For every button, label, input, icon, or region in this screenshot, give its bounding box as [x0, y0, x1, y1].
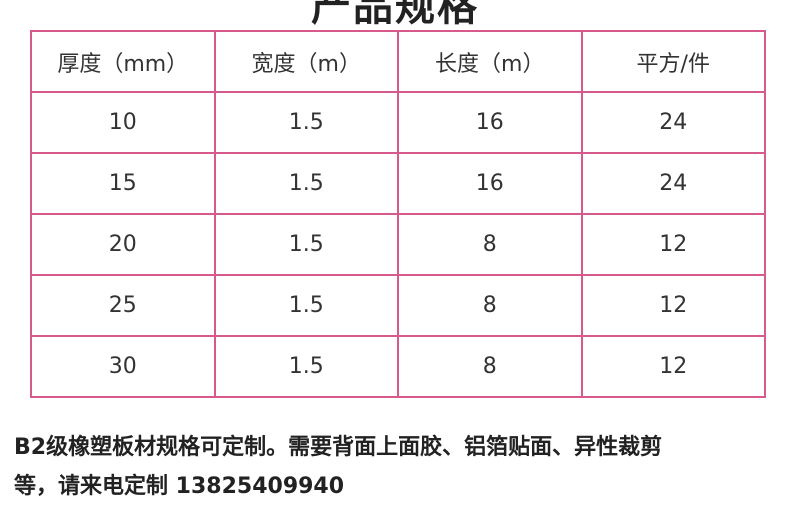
table-cell: 12 — [580, 213, 766, 276]
column-header: 长度（m） — [397, 30, 583, 93]
title: 产品规格 — [311, 0, 479, 30]
table-row: 30 1.5 8 12 — [30, 335, 766, 398]
column-header: 厚度（mm） — [30, 30, 216, 93]
footer: B2级橡塑板材规格可定制。需要背面上面胶、铝箔贴面、异性裁剪 等，请来电定制 13… — [14, 428, 784, 506]
table-cell: 10 — [30, 91, 216, 154]
table-cell: 12 — [580, 335, 766, 398]
table-body: 10 1.5 16 24 15 1.5 16 24 20 1.5 8 12 25 1.5 8 12 30 1.5 8… — [30, 91, 766, 398]
table-cell: 8 — [397, 213, 583, 276]
table-cell: 8 — [397, 335, 583, 398]
table-cell: 1.5 — [213, 335, 399, 398]
table-cell: 1.5 — [213, 91, 399, 154]
table-cell: 15 — [30, 152, 216, 215]
table-row: 10 1.5 16 24 — [30, 91, 766, 154]
table-cell: 24 — [580, 91, 766, 154]
footer-line: 等，请来电定制 13825409940 — [14, 474, 345, 499]
column-header: 宽度（m） — [213, 30, 399, 93]
table-cell: 8 — [397, 274, 583, 337]
footer-line: B2级橡塑板材规格可定制。需要背面上面胶、铝箔贴面、异性裁剪 — [14, 435, 663, 460]
table-cell: 25 — [30, 274, 216, 337]
table-head: 厚度（mm） 宽度（m） 长度（m） 平方/件 — [30, 30, 766, 93]
table-cell: 30 — [30, 335, 216, 398]
table-row: 25 1.5 8 12 — [30, 274, 766, 337]
table-cell: 24 — [580, 152, 766, 215]
table-row: 15 1.5 16 24 — [30, 152, 766, 215]
table-cell: 1.5 — [213, 213, 399, 276]
table-cell: 16 — [397, 152, 583, 215]
table-cell: 20 — [30, 213, 216, 276]
header-row: 厚度（mm） 宽度（m） 长度（m） 平方/件 — [30, 30, 766, 93]
table-cell: 1.5 — [213, 152, 399, 215]
table-cell: 1.5 — [213, 274, 399, 337]
table-cell: 16 — [397, 91, 583, 154]
table-row: 20 1.5 8 12 — [30, 213, 766, 276]
column-header: 平方/件 — [580, 30, 766, 93]
spec-table: 厚度（mm） 宽度（m） 长度（m） 平方/件 10 1.5 16 24 15 1.5 16 24 2… — [30, 30, 766, 398]
table-cell: 12 — [580, 274, 766, 337]
